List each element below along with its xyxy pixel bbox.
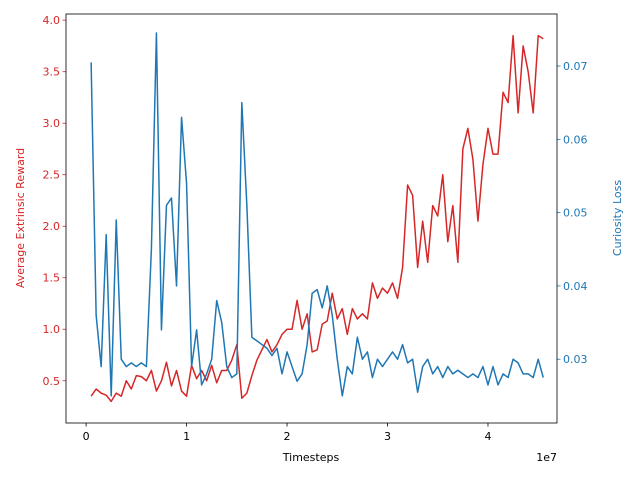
y-tick-label: 2.0 xyxy=(43,220,61,233)
y2-tick-label: 0.03 xyxy=(563,353,588,366)
x-axis-label: Timesteps xyxy=(282,451,340,464)
y-tick-label: 4.0 xyxy=(43,14,61,27)
y-axis-label: Average Extrinsic Reward xyxy=(14,148,27,288)
y2-tick-label: 0.05 xyxy=(563,207,588,220)
y-tick-label: 3.5 xyxy=(43,66,61,79)
y-tick-label: 2.5 xyxy=(43,169,61,182)
data-line xyxy=(90,34,544,403)
y-tick-label: 0.5 xyxy=(43,375,61,388)
x-tick-label: 3 xyxy=(384,430,391,443)
y-tick-label: 3.0 xyxy=(43,117,61,130)
y2-tick-label: 0.07 xyxy=(563,60,588,73)
data-line xyxy=(90,32,544,397)
y-tick-label: 1.5 xyxy=(43,272,61,285)
y2-tick-label: 0.06 xyxy=(563,133,588,146)
x-tick-label: 0 xyxy=(83,430,90,443)
y2-axis-label: Curiosity Loss xyxy=(611,180,624,256)
x-tick-label: 4 xyxy=(484,430,491,443)
plot-frame xyxy=(65,13,558,424)
y-tick-label: 1.0 xyxy=(43,323,61,336)
y2-tick-label: 0.04 xyxy=(563,280,588,293)
x-offset-label: 1e7 xyxy=(536,451,557,464)
x-tick-label: 2 xyxy=(284,430,291,443)
x-tick-label: 1 xyxy=(183,430,190,443)
